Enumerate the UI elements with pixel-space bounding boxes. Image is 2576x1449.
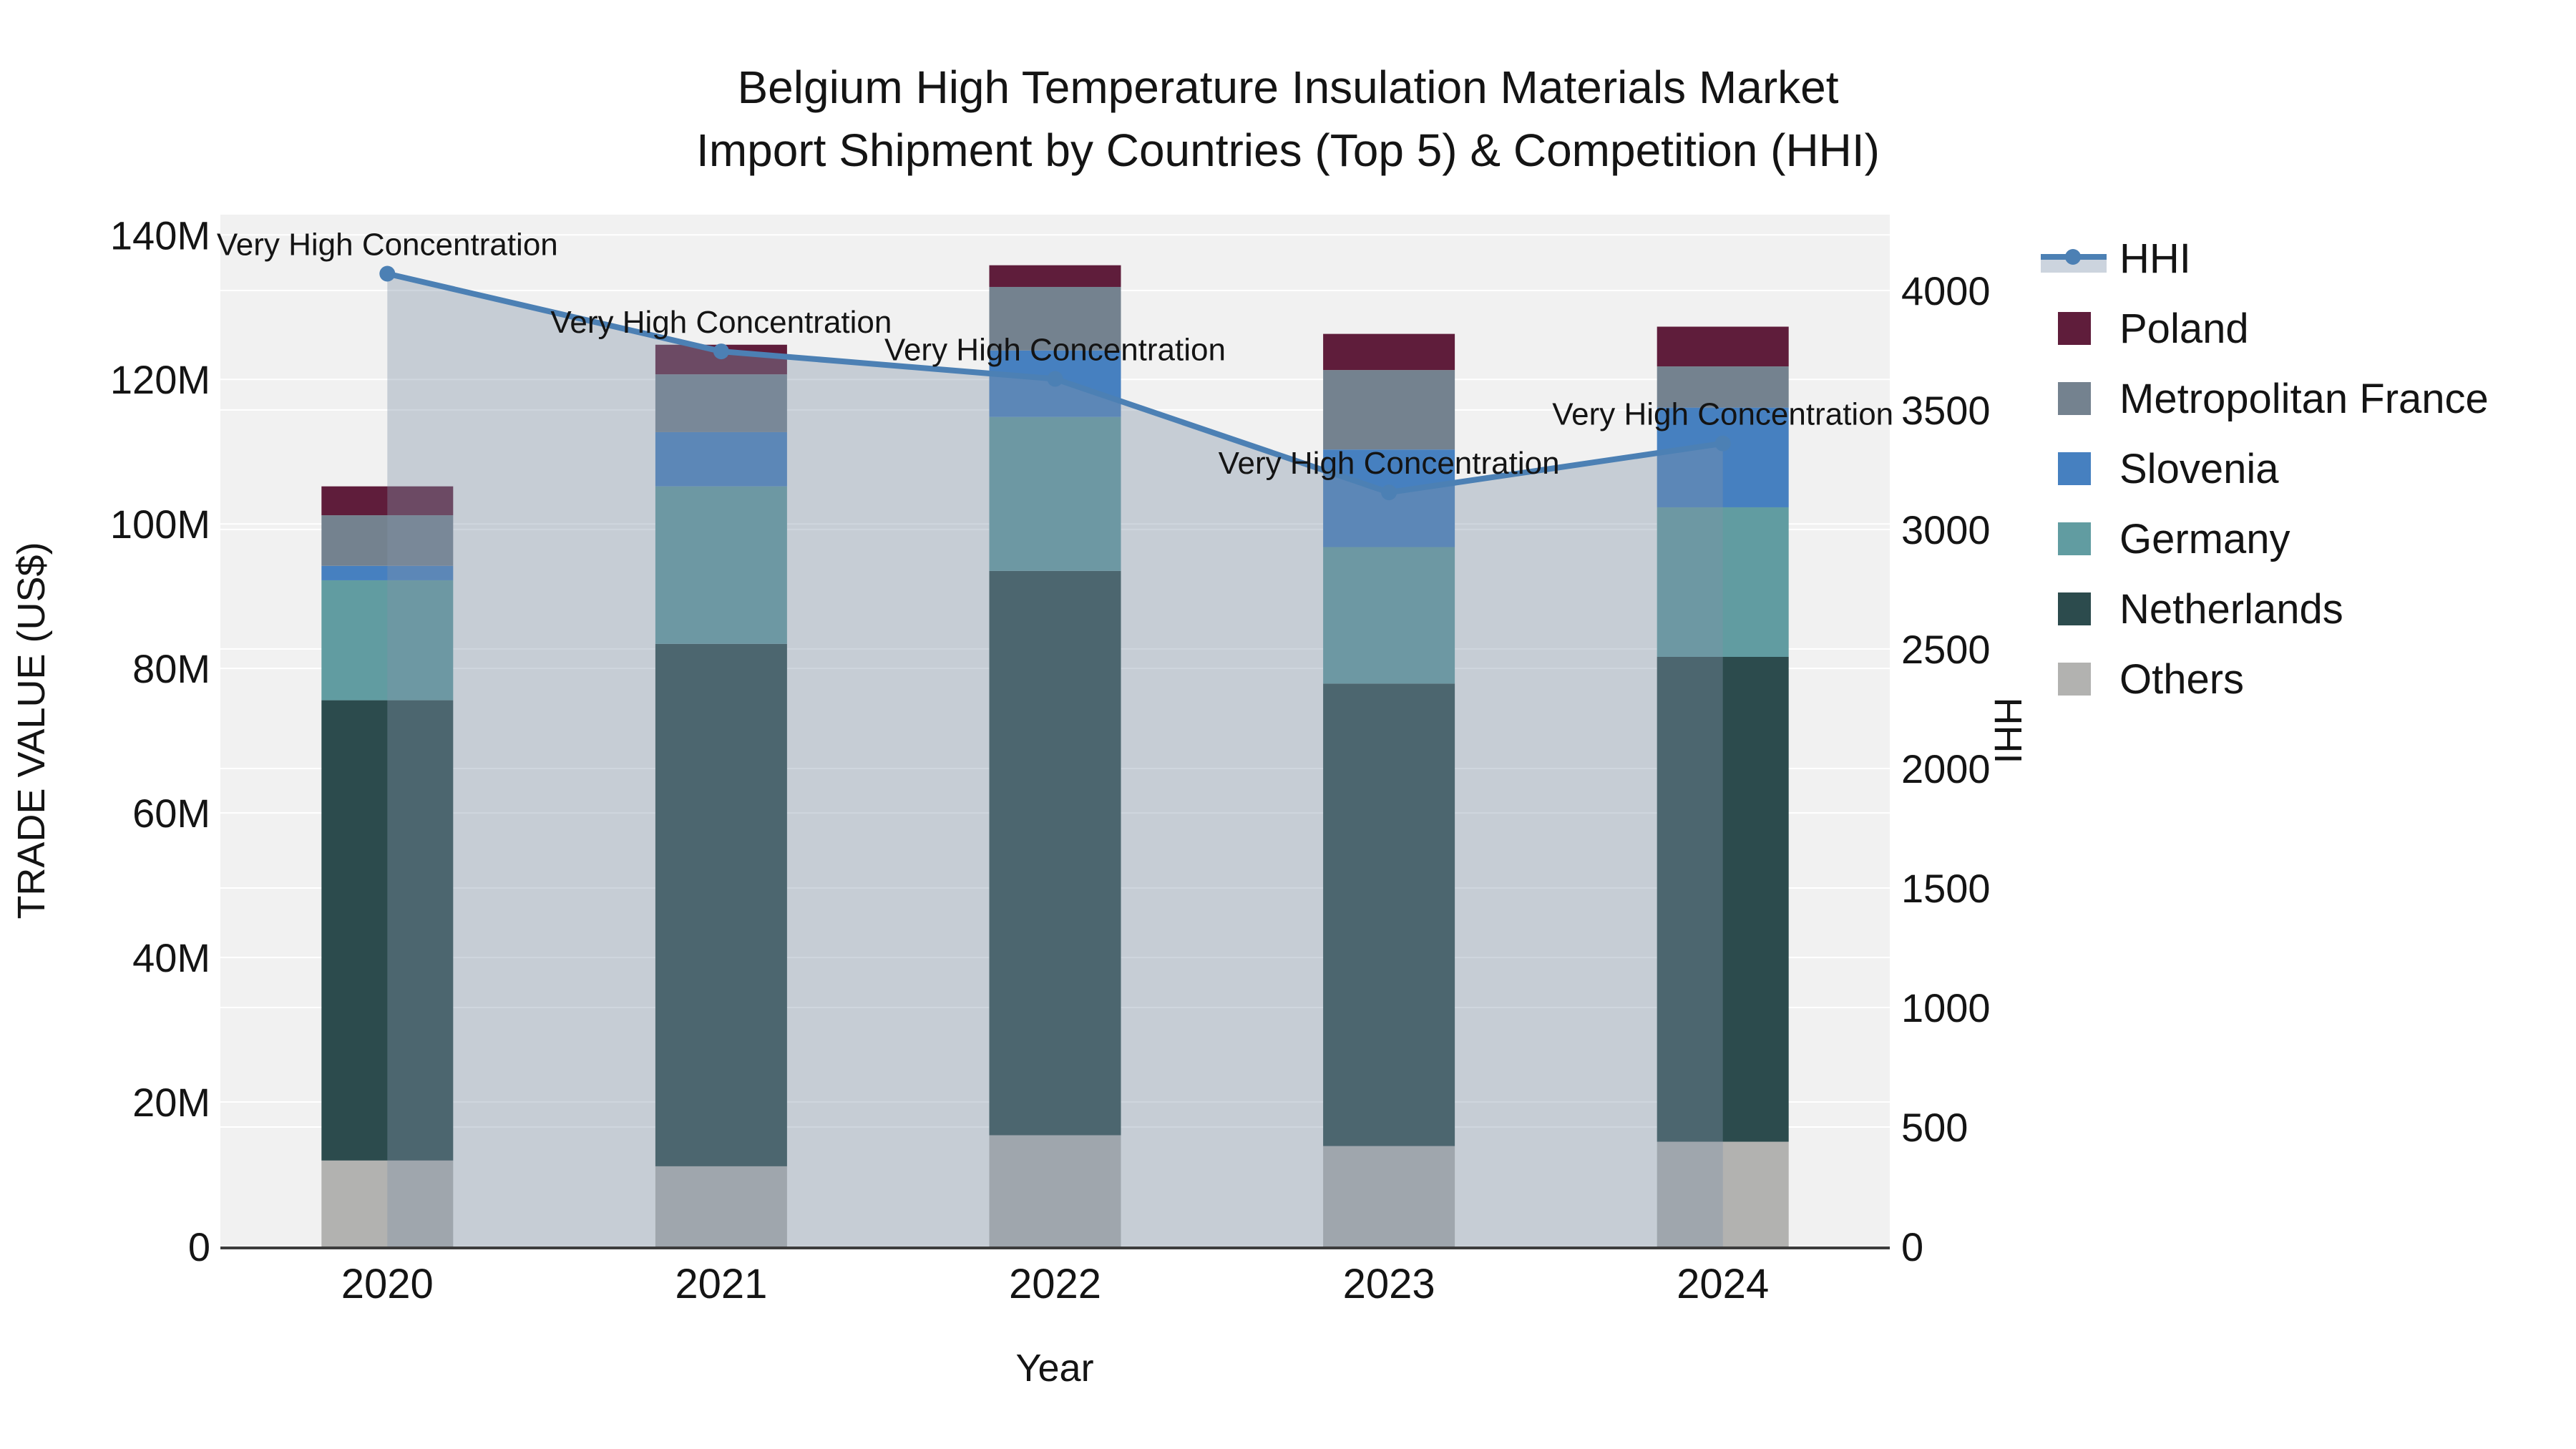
x-axis-title: Year [1015,1347,1094,1390]
bar-2024-metropolitan-france[interactable] [1657,366,1789,408]
y-right-tick-1000: 1000 [1901,985,1991,1030]
bar-2020-netherlands[interactable] [321,700,454,1161]
chart-title: Belgium High Temperature Insulation Mate… [0,56,2576,182]
y-right-tick-4000: 4000 [1901,268,1991,313]
hhi-marker-2023[interactable] [1381,484,1397,501]
y-left-tick-20M: 20M [132,1080,210,1125]
bar-2021-metropolitan-france[interactable] [655,374,787,432]
legend-item-poland[interactable]: Poland [2041,293,2489,364]
x-tick-2021: 2021 [675,1261,767,1307]
legend-color-swatch-icon [2058,592,2091,625]
chart-title-line1: Belgium High Temperature Insulation Mate… [737,62,1839,113]
legend-item-germany[interactable]: Germany [2041,504,2489,574]
x-tick-2022: 2022 [1009,1261,1101,1307]
y-right-tick-3000: 3000 [1901,507,1991,552]
y-right-tick-2500: 2500 [1901,627,1991,672]
y-left-tick-100M: 100M [110,502,210,547]
y-right-tick-0: 0 [1901,1224,1923,1269]
legend-color-swatch-icon [2058,312,2091,345]
bar-2021-germany[interactable] [655,486,787,644]
bar-2020-metropolitan-france[interactable] [321,515,454,566]
legend-item-slovenia[interactable]: Slovenia [2041,434,2489,504]
bar-2022-netherlands[interactable] [989,570,1121,1136]
hhi-marker-2022[interactable] [1047,371,1063,387]
hhi-marker-2020[interactable] [379,265,396,282]
legend-color-swatch-icon [2058,663,2091,696]
y-right-tick-3500: 3500 [1901,388,1991,433]
bar-2022-metropolitan-france[interactable] [989,286,1121,351]
legend-item-hhi[interactable]: HHI [2041,223,2489,293]
x-tick-2020: 2020 [341,1261,434,1307]
hhi-line-swatch-icon [2041,243,2107,274]
legend-item-netherlands[interactable]: Netherlands [2041,574,2489,644]
bar-2023-poland[interactable] [1323,333,1455,371]
legend-color-swatch-icon [2058,382,2091,415]
y-right-tick-2000: 2000 [1901,746,1991,791]
bar-2020-slovenia[interactable] [321,565,454,580]
bar-2020-germany[interactable] [321,580,454,701]
hhi-area-fill [387,273,1723,1246]
hhi-marker-2021[interactable] [713,343,729,360]
bar-2021-others[interactable] [655,1166,787,1246]
bar-2024-poland[interactable] [1657,326,1789,367]
y-left-tick-120M: 120M [110,357,210,402]
y-left-tick-40M: 40M [132,935,210,980]
tick-labels: 0 20M 40M 60M 80M 100M 120M 140M 0 500 1000 1500 200… [110,213,1991,1307]
annotation-2023: Very High Concentration [1219,446,1560,481]
bar-2022-poland[interactable] [989,265,1121,287]
x-tick-2024: 2024 [1677,1261,1769,1307]
bar-2020-poland[interactable] [321,486,454,516]
annotation-2024: Very High Concentration [1552,397,1893,432]
bar-2024-netherlands[interactable] [1657,657,1789,1142]
bar-2024-others[interactable] [1657,1141,1789,1246]
hhi-marker-2024[interactable] [1714,435,1731,452]
bar-2020-others[interactable] [321,1160,454,1246]
y-right-tick-500: 500 [1901,1105,1968,1150]
legend-item-metropolitan-france[interactable]: Metropolitan France [2041,364,2489,434]
legend-item-others[interactable]: Others [2041,644,2489,714]
annotation-2021: Very High Concentration [550,305,892,340]
x-tick-2023: 2023 [1343,1261,1435,1307]
y-left-tick-80M: 80M [132,646,210,691]
chart-title-line2: Import Shipment by Countries (Top 5) & C… [696,125,1880,176]
bar-2022-others[interactable] [989,1135,1121,1246]
legend-color-swatch-icon [2058,522,2091,555]
bar-2021-slovenia[interactable] [655,431,787,487]
annotation-2022: Very High Concentration [884,332,1226,367]
bar-2023-netherlands[interactable] [1323,683,1455,1146]
bar-2023-metropolitan-france[interactable] [1323,370,1455,450]
y-right-tick-1500: 1500 [1901,866,1991,911]
y-left-tick-0: 0 [188,1224,210,1269]
bar-2022-germany[interactable] [989,416,1121,571]
y-left-tick-60M: 60M [132,791,210,836]
bar-2024-germany[interactable] [1657,507,1789,657]
stacked-bars [321,265,1789,1246]
bar-2021-netherlands[interactable] [655,643,787,1166]
annotation-2020: Very High Concentration [217,228,558,263]
legend: HHI Poland Metropolitan France Slovenia … [2041,223,2489,714]
bar-2024-slovenia[interactable] [1657,407,1789,507]
y-left-tick-140M: 140M [110,213,210,258]
bar-2023-germany[interactable] [1323,547,1455,684]
bar-2023-others[interactable] [1323,1146,1455,1246]
legend-color-swatch-icon [2058,452,2091,485]
